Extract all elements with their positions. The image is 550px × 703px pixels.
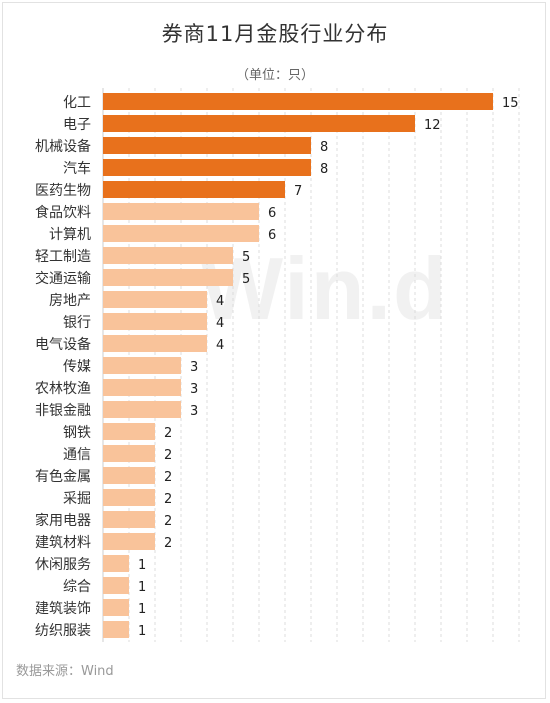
data-label: 6 [268, 206, 276, 221]
data-label: 1 [138, 624, 146, 639]
bar [103, 115, 415, 132]
bar [103, 335, 207, 352]
data-label: 7 [294, 184, 302, 199]
data-label: 5 [242, 250, 250, 265]
category-label: 钢铁 [63, 425, 91, 441]
bar [103, 555, 129, 572]
category-label: 综合 [63, 579, 91, 595]
category-label: 交通运输 [35, 270, 91, 287]
category-label: 采掘 [63, 491, 91, 507]
data-label: 1 [138, 580, 146, 595]
category-label: 汽车 [63, 160, 91, 177]
data-label: 8 [320, 140, 328, 155]
bar [103, 489, 155, 506]
category-label: 房地产 [49, 293, 91, 309]
source-note: 数据来源：Wind [16, 664, 114, 679]
data-label: 3 [190, 382, 198, 397]
data-label: 2 [164, 448, 172, 463]
bar [103, 225, 259, 242]
data-label: 3 [190, 404, 198, 419]
bar [103, 159, 311, 176]
data-label: 4 [216, 316, 224, 331]
category-label: 计算机 [49, 227, 91, 243]
data-label: 2 [164, 514, 172, 529]
bar [103, 203, 259, 220]
data-label: 4 [216, 338, 224, 353]
category-label: 轻工制造 [35, 249, 91, 265]
data-label: 4 [216, 294, 224, 309]
category-label: 食品饮料 [35, 204, 91, 221]
category-label: 非银金融 [35, 403, 91, 419]
bar [103, 379, 181, 396]
bar [103, 423, 155, 440]
bar [103, 93, 493, 110]
data-label: 1 [138, 602, 146, 617]
category-label: 医药生物 [35, 183, 91, 199]
chart-title: 券商11月金股行业分布 [161, 22, 389, 46]
bar [103, 181, 285, 198]
category-label: 家用电器 [35, 512, 91, 529]
category-label: 建筑材料 [35, 535, 91, 551]
bar [103, 577, 129, 594]
data-label: 2 [164, 492, 172, 507]
category-label: 纺织服装 [35, 623, 91, 639]
bar [103, 467, 155, 484]
category-label: 农林牧渔 [35, 381, 91, 397]
bar [103, 621, 129, 638]
data-label: 2 [164, 470, 172, 485]
category-label: 银行 [63, 315, 91, 331]
data-label: 2 [164, 536, 172, 551]
data-label: 8 [320, 162, 328, 177]
category-label: 有色金属 [35, 468, 91, 485]
bar [103, 269, 233, 286]
bar [103, 137, 311, 154]
bar [103, 511, 155, 528]
category-label: 休闲服务 [35, 557, 91, 573]
data-label: 15 [502, 96, 519, 111]
data-label: 3 [190, 360, 198, 375]
category-label: 机械设备 [35, 138, 91, 155]
data-label: 12 [424, 118, 441, 133]
data-label: 6 [268, 228, 276, 243]
bar [103, 401, 181, 418]
data-label: 1 [138, 558, 146, 573]
bar [103, 357, 181, 374]
bar [103, 599, 129, 616]
category-label: 电子 [63, 117, 91, 133]
data-label: 5 [242, 272, 250, 287]
bar [103, 313, 207, 330]
data-label: 2 [164, 426, 172, 441]
bar [103, 445, 155, 462]
watermark-logo: Win.d [200, 239, 449, 338]
category-label: 通信 [63, 447, 91, 463]
category-label: 化工 [63, 95, 91, 111]
bar [103, 533, 155, 550]
category-label: 电气设备 [35, 336, 91, 353]
category-label: 建筑装饰 [35, 601, 91, 617]
category-label: 传媒 [63, 359, 91, 375]
bar [103, 291, 207, 308]
bar [103, 247, 233, 264]
unit-label: （单位：只） [235, 68, 314, 83]
